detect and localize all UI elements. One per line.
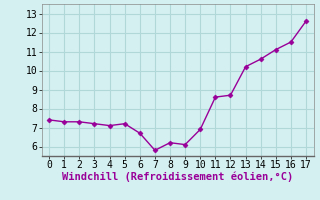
X-axis label: Windchill (Refroidissement éolien,°C): Windchill (Refroidissement éolien,°C) (62, 172, 293, 182)
